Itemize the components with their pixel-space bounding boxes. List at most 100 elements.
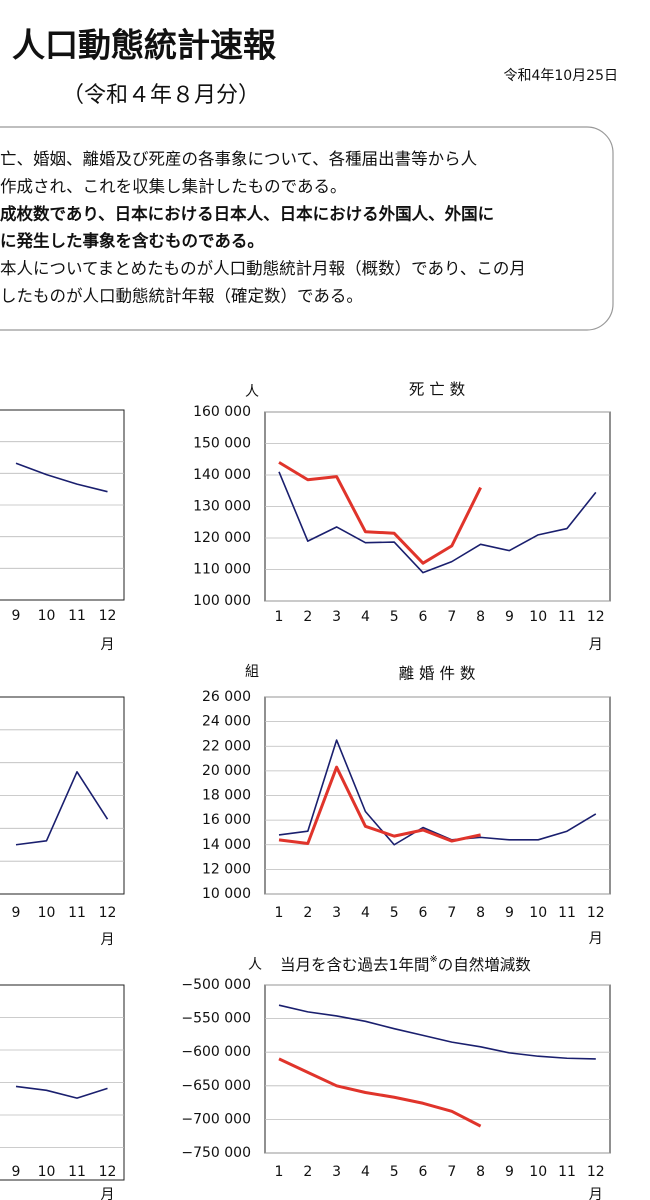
x-tick-label: 7 [447,1164,456,1180]
chart-title: 死 亡 数 [409,381,466,399]
plot-frame [264,984,611,1154]
x-tick-label: 8 [476,1164,485,1180]
x-tick-label: 5 [390,905,399,921]
series-line [278,1004,596,1060]
y-tick-label: 16 000 [202,812,251,828]
doc-title: 人口動態統計速報 [12,26,276,65]
x-tick-label: 11 [558,905,576,921]
x-tick-label: 11 [558,609,576,625]
notice-box [0,126,614,331]
x-tick-label: 9 [12,905,21,921]
x-tick-label: 12 [587,609,605,625]
y-tick-label: 160 000 [193,404,251,420]
x-axis-unit: 月 [101,637,115,653]
y-tick-label: 14 000 [202,837,251,853]
x-tick-label: 6 [419,905,428,921]
x-tick-label: 10 [38,905,56,921]
y-tick-label: 120 000 [193,530,251,546]
x-tick-label: 10 [529,905,547,921]
x-tick-label: 9 [505,905,514,921]
x-tick-label: 12 [587,1164,605,1180]
series-line [278,461,482,565]
x-axis-unit: 月 [101,932,115,948]
chart-title: 離 婚 件 数 [399,665,476,683]
notice-line: 作成され、これを収集し集計したものである。 [0,177,347,196]
y-tick-label: −700 000 [181,1111,251,1127]
y-axis-unit: 人 [248,957,262,973]
x-axis-unit: 月 [589,931,603,947]
x-tick-label: 6 [419,1164,428,1180]
x-tick-label: 9 [12,608,21,624]
notice-line: 本人についてまとめたものが人口動態統計月報（概数）であり、この月 [0,259,526,278]
x-tick-label: 5 [390,1164,399,1180]
y-tick-label: 26 000 [202,689,251,705]
chart-title: 当月を含む過去1年間※の自然増減数 [280,954,531,974]
x-tick-label: 3 [332,609,341,625]
x-tick-label: 10 [529,1164,547,1180]
x-axis-unit: 月 [101,1187,115,1200]
y-tick-label: 10 000 [202,886,251,902]
notice-line: に発生した事象を含むものである。 [0,231,264,251]
x-tick-label: 9 [505,609,514,625]
y-tick-label: −500 000 [181,977,251,993]
chart-title-part: 当月を含む過去1年間 [280,956,429,974]
series-line [15,771,109,846]
x-axis-unit: 月 [589,1187,603,1200]
x-tick-label: 12 [99,608,117,624]
notice-line: 亡、婚姻、離婚及び死産の各事象について、各種届出書等から人 [0,150,477,169]
x-tick-label: 8 [476,609,485,625]
x-tick-label: 5 [390,609,399,625]
x-tick-label: 4 [361,609,370,625]
series-line [278,765,481,846]
x-tick-label: 12 [99,905,117,921]
x-tick-label: 3 [332,1164,341,1180]
y-tick-label: 22 000 [202,738,251,754]
x-axis-unit: 月 [589,637,603,653]
y-tick-label: 110 000 [193,562,251,578]
x-tick-label: 11 [68,608,86,624]
x-tick-label: 4 [361,1164,370,1180]
y-tick-label: 12 000 [202,861,251,877]
y-tick-label: 130 000 [193,499,251,515]
series-line [278,739,597,846]
series-line [15,1085,108,1099]
x-tick-label: 11 [68,905,86,921]
x-tick-label: 7 [447,609,456,625]
x-tick-label: 10 [529,609,547,625]
y-tick-label: −550 000 [181,1011,251,1027]
x-tick-label: 11 [68,1164,86,1180]
y-tick-label: −600 000 [181,1044,251,1060]
notice-line: したものが人口動態統計年報（確定数）である。 [0,287,363,306]
y-tick-label: 20 000 [202,763,251,779]
x-tick-label: 1 [275,609,284,625]
series-line [278,1057,482,1128]
chart-title-part: ※ [429,954,437,965]
y-tick-label: 140 000 [193,467,251,483]
x-tick-label: 10 [38,608,56,624]
y-axis-unit: 組 [245,664,259,680]
y-tick-label: −650 000 [181,1078,251,1094]
x-tick-label: 9 [12,1164,21,1180]
y-tick-label: 150 000 [193,436,251,452]
x-tick-label: 1 [275,905,284,921]
y-tick-label: −750 000 [181,1145,251,1161]
y-axis-unit: 人 [245,384,259,400]
x-tick-label: 7 [447,905,456,921]
x-tick-label: 2 [303,1164,312,1180]
x-tick-label: 12 [99,1164,117,1180]
y-tick-label: 24 000 [202,714,251,730]
x-tick-label: 8 [476,905,485,921]
notice-line: 成枚数であり、日本における日本人、日本における外国人、外国に [0,203,494,223]
x-tick-label: 4 [361,905,370,921]
x-tick-label: 10 [38,1164,56,1180]
x-tick-label: 11 [558,1164,576,1180]
series-line [278,471,597,574]
x-tick-label: 3 [332,905,341,921]
y-tick-label: 100 000 [193,593,251,609]
chart-title-part: の自然増減数 [438,956,532,974]
series-line [15,462,108,493]
x-tick-label: 1 [275,1164,284,1180]
doc-subtitle: （令和４年８月分） [62,83,260,108]
x-tick-label: 12 [587,905,605,921]
